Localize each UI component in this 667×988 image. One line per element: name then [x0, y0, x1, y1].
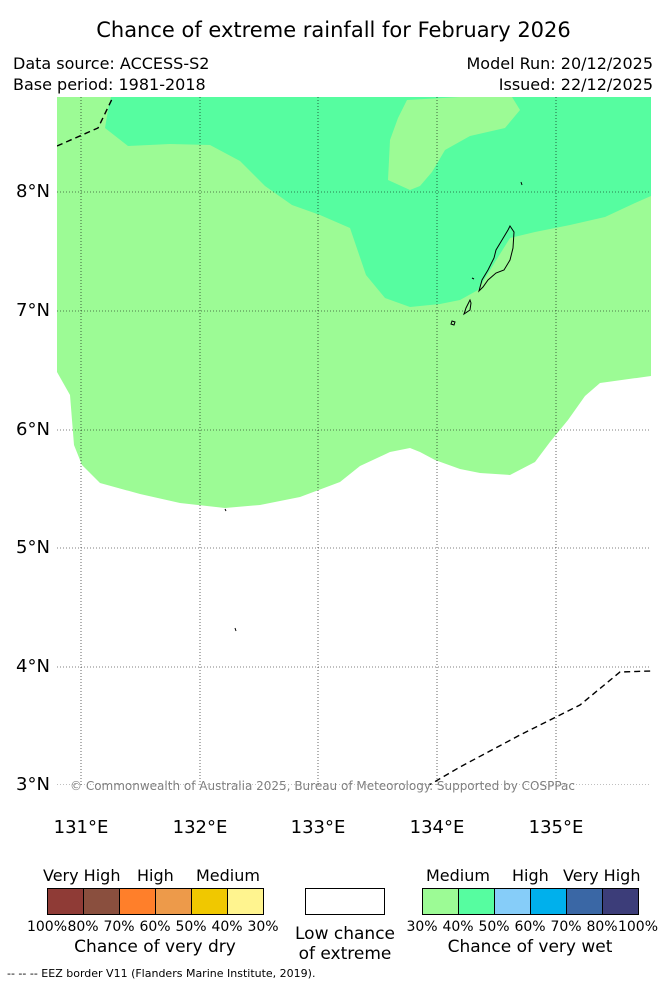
- run-info: Model Run: 20/12/2025 Issued: 22/12/2025: [467, 53, 654, 95]
- wet-legend-swatch: [530, 888, 567, 915]
- wet-legend-percent: 80%: [586, 919, 618, 935]
- lon-label: 132°E: [172, 817, 228, 838]
- lon-label: 134°E: [409, 817, 465, 838]
- map-title: Chance of extreme rainfall for February …: [96, 18, 571, 42]
- wet-legend-percent: 50%: [478, 919, 510, 935]
- lat-label: 5°N: [16, 537, 50, 558]
- lat-label: 6°N: [16, 419, 50, 440]
- wet-heading-medium: Medium: [426, 866, 490, 885]
- dry-legend-percent: 40%: [211, 919, 243, 935]
- dry-legend-percent: 100%: [26, 919, 68, 935]
- dry-heading-very-high: Very High: [43, 866, 121, 885]
- wet-legend-swatch: [422, 888, 459, 915]
- wet-heading-high: High: [512, 866, 549, 885]
- dry-heading-high: High: [137, 866, 174, 885]
- model-run: Model Run: 20/12/2025: [466, 54, 654, 73]
- lat-label: 3°N: [16, 774, 50, 795]
- eez-border: [57, 97, 651, 785]
- wet-legend-swatch: [458, 888, 495, 915]
- low-chance-caption: Low chance of extreme: [285, 924, 405, 964]
- issued-date: Issued: 22/12/2025: [498, 75, 653, 94]
- dry-legend-swatch: [155, 888, 192, 915]
- dry-legend-swatch: [119, 888, 156, 915]
- wet-legend-percent: 60%: [514, 919, 546, 935]
- wet-legend-caption: Chance of very wet: [447, 937, 613, 957]
- low-chance-swatch: [305, 888, 385, 915]
- wet-legend-swatch: [494, 888, 531, 915]
- dry-legend-percent: 70%: [103, 919, 135, 935]
- wet-legend-percent: 40%: [442, 919, 474, 935]
- dry-legend-percent: 30%: [247, 919, 279, 935]
- lon-label: 133°E: [290, 817, 346, 838]
- wet-heading-very-high: Very High: [563, 866, 641, 885]
- copyright-notice: © Commonwealth of Australia 2025, Bureau…: [70, 779, 575, 793]
- source-info: Data source: ACCESS-S2 Base period: 1981…: [13, 53, 209, 95]
- island-outlines: [224, 181, 523, 632]
- medium-wet-30-40-patch: [388, 97, 520, 190]
- dry-heading-medium: Medium: [196, 866, 260, 885]
- dry-legend-swatch: [47, 888, 84, 915]
- wet-legend-percent: 100%: [617, 919, 659, 935]
- wet-legend-percent: 30%: [406, 919, 438, 935]
- wet-legend-percent: 70%: [550, 919, 582, 935]
- dry-legend-swatch: [191, 888, 228, 915]
- wet-legend-swatch: [566, 888, 603, 915]
- wet-legend-swatch: [602, 888, 639, 915]
- lat-label: 7°N: [16, 300, 50, 321]
- dry-legend-percent: 50%: [175, 919, 207, 935]
- low-chance-line2: of extreme: [298, 944, 392, 964]
- dry-legend-percent: 60%: [139, 919, 171, 935]
- dry-legend-percent: 80%: [67, 919, 99, 935]
- dry-legend-swatch: [83, 888, 120, 915]
- lon-label: 131°E: [53, 817, 109, 838]
- grid-lines: [57, 97, 651, 785]
- dry-legend-swatch: [227, 888, 264, 915]
- lat-label: 4°N: [16, 656, 50, 677]
- data-source: Data source: ACCESS-S2: [13, 54, 210, 73]
- medium-wet-40-50-area: [105, 97, 651, 307]
- base-period: Base period: 1981-2018: [13, 75, 206, 94]
- dry-legend-caption: Chance of very dry: [74, 937, 236, 957]
- lon-label: 135°E: [528, 817, 584, 838]
- lat-label: 8°N: [16, 181, 50, 202]
- low-chance-line1: Low chance: [295, 924, 395, 944]
- eez-footnote: -- -- -- EEZ border V11 (Flanders Marine…: [7, 967, 316, 980]
